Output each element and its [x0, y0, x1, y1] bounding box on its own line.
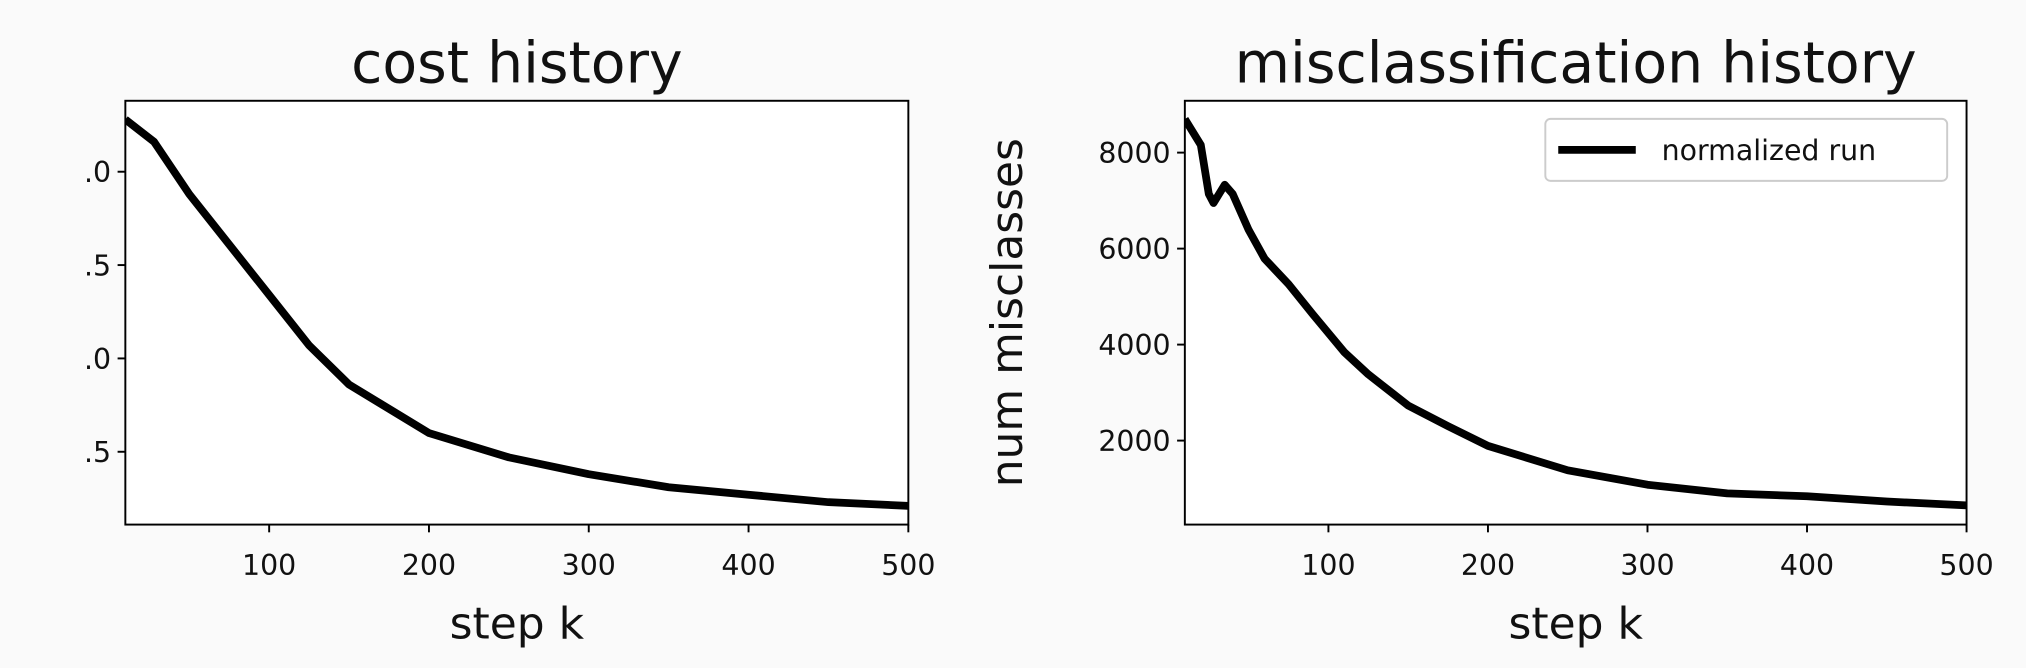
x-tick-label: 200: [1461, 549, 1515, 582]
y-tick-label: 6000: [1098, 233, 1170, 266]
y-tick-label: .0: [84, 343, 111, 376]
y-tick-label: .5: [84, 249, 111, 282]
x-tick-label: 100: [242, 549, 296, 582]
y-tick-label: 2000: [1098, 425, 1170, 458]
x-axis-label: step k: [450, 598, 585, 649]
y-tick-label: 8000: [1098, 137, 1170, 170]
x-tick-label: 300: [562, 549, 616, 582]
y-tick-label: .5: [84, 436, 111, 469]
x-tick-label: 400: [1780, 549, 1834, 582]
x-tick-label: 400: [721, 549, 775, 582]
x-tick-label: 200: [402, 549, 456, 582]
legend-label: normalized run: [1662, 134, 1877, 167]
chart-title: cost history: [351, 31, 683, 97]
plot-frame: [124, 99, 910, 526]
data-line: [125, 116, 909, 510]
legend-box: [1544, 117, 1949, 182]
y-axis-label: num misclasses: [982, 138, 1033, 487]
y-tick-label: 4000: [1098, 329, 1170, 362]
x-tick-label: 300: [1620, 549, 1674, 582]
y-tick-label: .0: [84, 156, 111, 189]
chart-panel: misclassification history step k num miscl…: [982, 31, 1994, 650]
data-line: [1184, 116, 1967, 510]
chart-title: misclassification history: [1235, 31, 1917, 97]
chart-panel: cost history step k 100 200 300 400 500 .0 .5 .0.…: [84, 31, 935, 650]
x-tick-label: 100: [1301, 549, 1355, 582]
x-axis-label: step k: [1508, 598, 1643, 649]
x-tick-label: 500: [1939, 549, 1993, 582]
x-tick-label: 500: [881, 549, 935, 582]
plot-frame: [1183, 99, 1968, 526]
plot-area: [125, 100, 909, 525]
